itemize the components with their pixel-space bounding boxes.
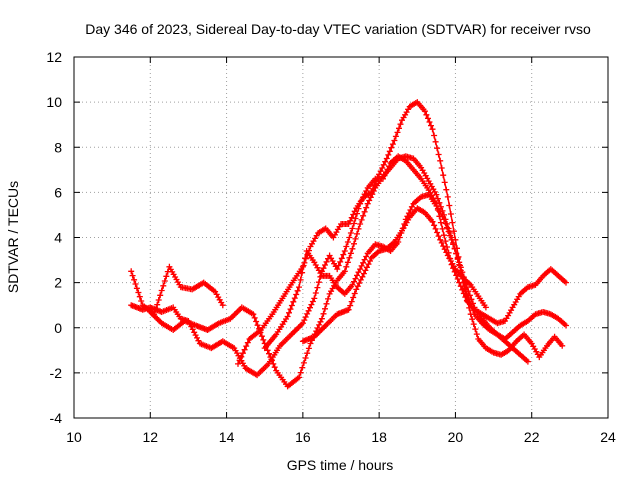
series-trace-3	[147, 153, 569, 390]
y-tick-label: 2	[54, 275, 62, 291]
y-tick-label: 4	[54, 230, 62, 246]
y-tick-label: 0	[54, 320, 62, 336]
y-tick-label: -4	[50, 410, 63, 426]
x-tick-label: 22	[524, 429, 540, 445]
series-markers	[299, 205, 489, 345]
y-tick-label: 12	[46, 49, 62, 65]
x-tick-label: 14	[219, 429, 235, 445]
x-axis-label: GPS time / hours	[287, 457, 394, 473]
x-tick-label: 12	[142, 429, 158, 445]
series-layer	[128, 99, 569, 390]
y-tick-label: 10	[46, 94, 62, 110]
x-tick-label: 16	[295, 429, 311, 445]
x-tick-label: 18	[371, 429, 387, 445]
y-axis-label: SDTVAR / TECUs	[5, 181, 21, 293]
series-trace-6	[299, 205, 489, 345]
y-tick-label: 6	[54, 184, 62, 200]
x-tick-label: 24	[600, 429, 616, 445]
x-tick-label: 10	[66, 429, 82, 445]
y-tick-label: 8	[54, 139, 62, 155]
x-tick-label: 20	[448, 429, 464, 445]
series-markers	[261, 191, 531, 365]
chart-title: Day 346 of 2023, Sidereal Day-to-day VTE…	[85, 21, 591, 37]
y-tick-label: -2	[50, 365, 63, 381]
